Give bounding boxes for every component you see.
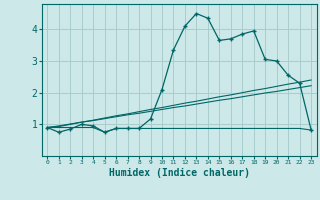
X-axis label: Humidex (Indice chaleur): Humidex (Indice chaleur) [109,168,250,178]
